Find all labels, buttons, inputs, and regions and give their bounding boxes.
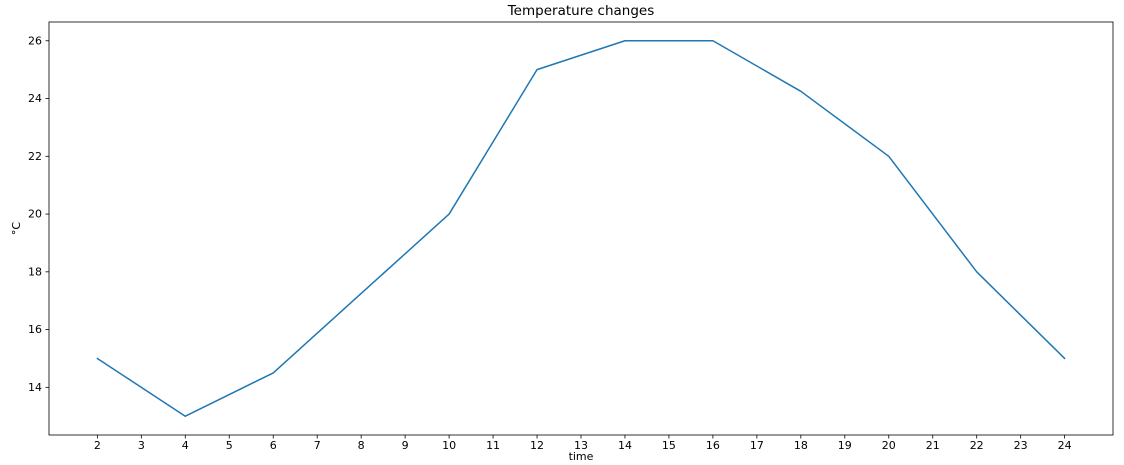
x-tick-label: 15 <box>662 439 676 452</box>
x-tick-label: 2 <box>94 439 101 452</box>
x-tick-label: 7 <box>314 439 321 452</box>
y-tick-label: 24 <box>28 92 42 105</box>
x-tick-label: 3 <box>138 439 145 452</box>
x-axis-label: time <box>569 450 594 463</box>
y-tick-label: 20 <box>28 208 42 221</box>
x-tick-label: 14 <box>618 439 632 452</box>
x-tick-label: 12 <box>530 439 544 452</box>
y-axis-label: °C <box>10 222 23 236</box>
x-tick-label: 20 <box>882 439 896 452</box>
x-tick-label: 4 <box>182 439 189 452</box>
x-tick-label: 8 <box>358 439 365 452</box>
temperature-line <box>96 40 1066 417</box>
y-tick-label: 14 <box>28 381 42 394</box>
plot-area <box>48 21 1114 436</box>
x-tick-label: 5 <box>226 439 233 452</box>
x-tick-label: 10 <box>442 439 456 452</box>
y-tick-label: 22 <box>28 150 42 163</box>
x-tick-label: 24 <box>1058 439 1072 452</box>
x-tick-label: 17 <box>750 439 764 452</box>
y-tick-label: 26 <box>28 34 42 47</box>
x-tick-label: 21 <box>926 439 940 452</box>
y-tick-label: 18 <box>28 265 42 278</box>
chart-title: Temperature changes <box>507 3 655 19</box>
x-tick-label: 22 <box>970 439 984 452</box>
x-tick-label: 19 <box>838 439 852 452</box>
x-tick-label: 9 <box>402 439 409 452</box>
x-tick-label: 13 <box>574 439 588 452</box>
y-tick-label: 16 <box>28 323 42 336</box>
x-tick-label: 18 <box>794 439 808 452</box>
x-tick-label: 6 <box>270 439 277 452</box>
x-tick-label: 23 <box>1014 439 1028 452</box>
x-tick-label: 16 <box>706 439 720 452</box>
x-tick-label: 11 <box>486 439 500 452</box>
